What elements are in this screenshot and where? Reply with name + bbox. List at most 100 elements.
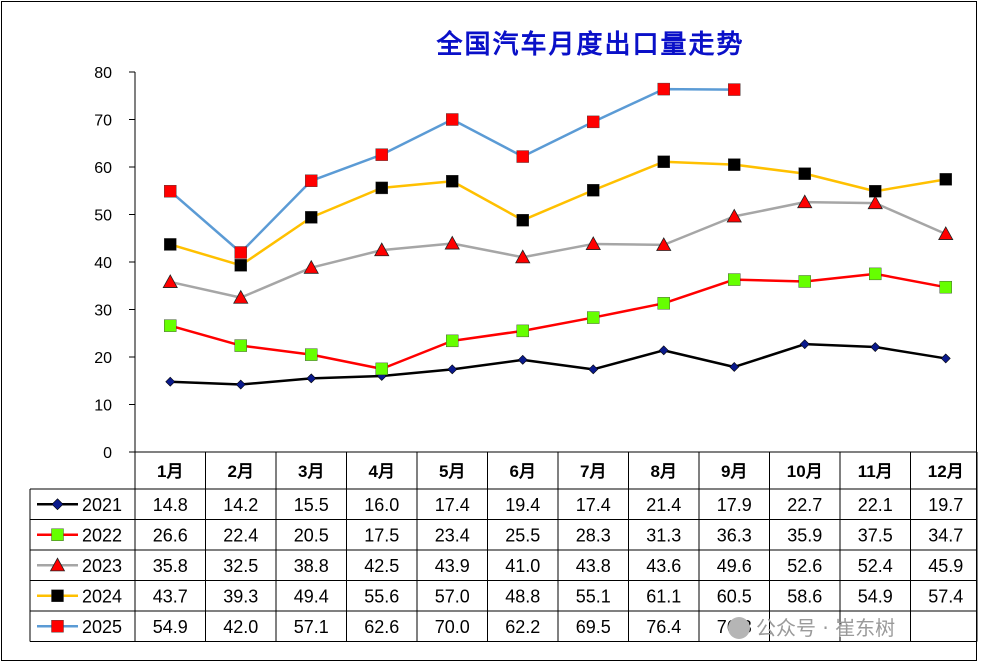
data-label: 23.4 xyxy=(435,525,470,545)
y-tick-label: 80 xyxy=(94,65,112,82)
data-label: 54.9 xyxy=(858,586,893,606)
data-point-2025 xyxy=(728,83,741,96)
data-label: 34.7 xyxy=(928,525,963,545)
data-point-2023 xyxy=(303,259,319,274)
data-point-2023 xyxy=(797,194,813,209)
y-tick-label: 0 xyxy=(103,445,112,462)
data-point-2022 xyxy=(657,297,670,310)
x-category-label: 4月 xyxy=(369,462,395,481)
legend-marker-2024 xyxy=(51,589,64,602)
data-point-2024 xyxy=(305,211,318,224)
data-label: 32.5 xyxy=(223,556,258,576)
data-label: 26.6 xyxy=(153,525,188,545)
data-point-2024 xyxy=(234,259,247,272)
legend-marker-2021 xyxy=(51,498,64,511)
data-point-2021 xyxy=(870,342,881,352)
data-point-2025 xyxy=(305,174,318,187)
data-point-2024 xyxy=(869,185,882,198)
y-tick-label: 50 xyxy=(94,208,112,225)
data-label: 43.8 xyxy=(576,556,611,576)
x-category-label: 7月 xyxy=(580,462,606,481)
data-label: 17.9 xyxy=(717,495,752,515)
data-point-2025 xyxy=(657,82,670,96)
data-point-2022 xyxy=(234,339,247,352)
data-point-2022 xyxy=(305,348,318,361)
data-label: 21.4 xyxy=(646,495,681,515)
data-label: 52.6 xyxy=(787,556,822,576)
data-label: 41.0 xyxy=(505,556,540,576)
data-point-2023 xyxy=(162,274,178,288)
data-point-2024 xyxy=(587,184,600,197)
data-label: 42.0 xyxy=(223,617,258,637)
data-label: 60.5 xyxy=(717,586,752,606)
data-label: 43.6 xyxy=(646,556,681,576)
data-point-2025 xyxy=(234,246,247,259)
data-point-2021 xyxy=(447,364,458,375)
data-label: 49.6 xyxy=(717,556,752,576)
data-point-2021 xyxy=(517,354,528,365)
data-point-2023 xyxy=(374,242,390,257)
x-category-label: 1月 xyxy=(157,462,183,481)
data-label: 55.1 xyxy=(576,586,611,606)
legend-marker-2023 xyxy=(49,557,66,572)
data-point-2021 xyxy=(729,362,740,372)
data-label: 39.3 xyxy=(223,586,258,606)
data-label: 22.4 xyxy=(223,525,258,545)
data-point-2022 xyxy=(164,319,177,332)
data-point-2022 xyxy=(587,311,600,324)
data-label: 19.7 xyxy=(928,495,963,515)
data-label: 37.5 xyxy=(858,525,893,545)
data-label: 43.9 xyxy=(435,556,470,576)
data-point-2022 xyxy=(798,275,811,288)
data-label: 48.8 xyxy=(505,586,540,606)
x-category-label: 2月 xyxy=(228,462,254,481)
y-tick-label: 30 xyxy=(94,303,112,320)
data-point-2021 xyxy=(799,339,810,350)
y-tick-label: 40 xyxy=(94,255,112,272)
data-point-2024 xyxy=(657,155,670,168)
legend-label-2024: 2024 xyxy=(82,586,122,606)
x-category-label: 12月 xyxy=(928,462,964,481)
data-label: 17.4 xyxy=(576,495,611,515)
data-label: 38.8 xyxy=(294,556,329,576)
data-point-2024 xyxy=(516,213,529,227)
data-point-2024 xyxy=(446,175,459,188)
data-label: 52.4 xyxy=(858,556,893,576)
data-label: 55.6 xyxy=(364,586,399,606)
legend-marker-2022 xyxy=(51,528,64,541)
data-label: 57.0 xyxy=(435,586,470,606)
data-point-2025 xyxy=(516,150,529,163)
data-point-2022 xyxy=(728,273,741,286)
data-label: 19.4 xyxy=(505,495,540,515)
data-label: 69.5 xyxy=(576,617,611,637)
data-point-2024 xyxy=(728,158,741,171)
data-label: 36.3 xyxy=(717,525,752,545)
data-label: 22.7 xyxy=(787,495,822,515)
data-label: 70.0 xyxy=(435,617,470,637)
data-label: 61.1 xyxy=(646,586,681,606)
data-label: 22.1 xyxy=(858,495,893,515)
data-point-2024 xyxy=(375,181,388,195)
data-label: 54.9 xyxy=(153,617,188,637)
chart-title: 全国汽车月度出口量走势 xyxy=(436,30,745,60)
data-label: 57.1 xyxy=(294,617,329,637)
data-point-2022 xyxy=(939,280,952,294)
data-point-2023 xyxy=(515,249,531,264)
data-point-2021 xyxy=(940,353,951,364)
data-point-2025 xyxy=(446,113,459,126)
data-label: 43.7 xyxy=(153,586,188,606)
data-label: 42.5 xyxy=(364,556,399,576)
data-point-2021 xyxy=(235,379,246,390)
x-category-label: 11月 xyxy=(858,462,893,481)
data-point-2025 xyxy=(164,185,177,198)
data-point-2025 xyxy=(587,115,600,129)
watermark: 公众号 · 崔东树 xyxy=(728,612,895,641)
data-label: 15.5 xyxy=(294,495,329,515)
data-point-2023 xyxy=(585,236,601,250)
legend-label-2025: 2025 xyxy=(82,617,122,637)
data-label: 17.4 xyxy=(435,495,470,515)
data-point-2023 xyxy=(726,208,742,223)
data-point-2024 xyxy=(798,167,811,180)
